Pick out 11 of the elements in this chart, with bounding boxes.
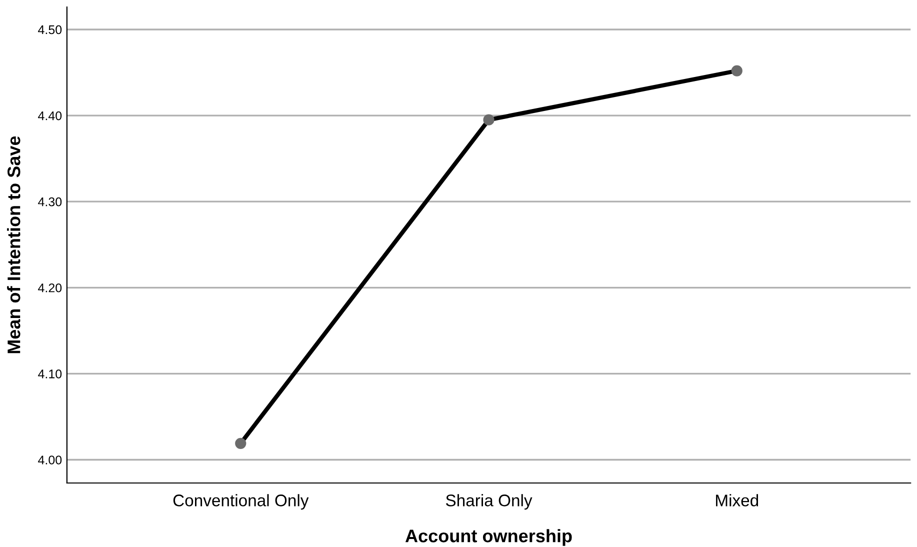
y-tick-label: 4.50 (38, 25, 62, 34)
x-tick-label: Sharia Only (446, 494, 532, 510)
y-tick-label: 4.20 (38, 283, 62, 292)
y-tick-label: 4.30 (38, 197, 62, 206)
x-tick-label: Conventional Only (173, 494, 309, 510)
x-tick-label: Mixed (716, 494, 758, 506)
y-axis-title: Mean of Intention to Save (7, 136, 20, 354)
x-axis-title: Account ownership (405, 529, 572, 546)
y-tick-label: 4.00 (38, 456, 62, 464)
y-tick-label: 4.40 (38, 111, 62, 120)
y-tick-label: 4.10 (38, 370, 62, 378)
